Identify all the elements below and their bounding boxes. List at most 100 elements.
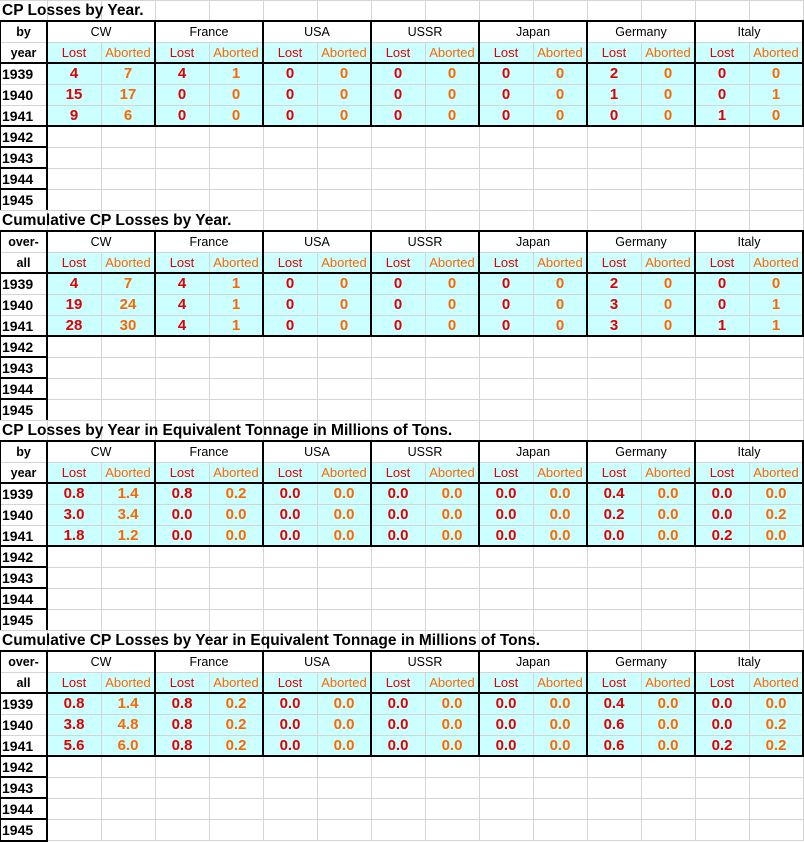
nation-separator bbox=[370, 232, 372, 336]
lost-header: Lost bbox=[47, 672, 101, 693]
nation-separator bbox=[586, 652, 588, 756]
gridline bbox=[155, 336, 156, 420]
year-label: 1944 bbox=[2, 800, 34, 817]
gridline bbox=[749, 126, 750, 210]
gridline bbox=[641, 210, 642, 231]
aborted-value: 6.0 bbox=[101, 735, 155, 756]
aborted-header: Aborted bbox=[425, 42, 479, 63]
lost-value: 0 bbox=[371, 84, 425, 105]
aborted-header: Aborted bbox=[641, 462, 695, 483]
year-border bbox=[0, 818, 48, 820]
lost-header: Lost bbox=[263, 672, 317, 693]
gridline bbox=[155, 420, 156, 441]
gridline bbox=[641, 126, 642, 210]
gridline bbox=[263, 546, 264, 630]
lost-header: Lost bbox=[155, 462, 209, 483]
aborted-value: 17 bbox=[101, 84, 155, 105]
aborted-header: Aborted bbox=[209, 42, 263, 63]
gridline bbox=[263, 756, 264, 840]
nation-separator bbox=[154, 652, 156, 756]
nation-header-usa: USA bbox=[304, 444, 330, 459]
year-label: 1944 bbox=[2, 590, 34, 607]
lost-value: 0.8 bbox=[47, 693, 101, 714]
aborted-value: 0 bbox=[317, 273, 371, 294]
corner-label-bottom: year bbox=[10, 45, 37, 60]
lost-value: 0 bbox=[695, 63, 749, 84]
corner-label-bottom: all bbox=[16, 675, 31, 690]
gridline bbox=[695, 630, 696, 651]
aborted-value: 30 bbox=[101, 315, 155, 336]
aborted-value: 0.0 bbox=[749, 483, 803, 504]
nation-header-cw: CW bbox=[90, 654, 112, 669]
gridline bbox=[479, 756, 480, 840]
nation-header-japan: Japan bbox=[515, 444, 551, 459]
year-border bbox=[0, 188, 48, 190]
lost-value: 0.0 bbox=[371, 735, 425, 756]
aborted-value: 0.0 bbox=[425, 714, 479, 735]
aborted-value: 0 bbox=[641, 63, 695, 84]
aborted-value: 0.0 bbox=[425, 483, 479, 504]
aborted-value: 7 bbox=[101, 63, 155, 84]
nation-header-italy: Italy bbox=[737, 24, 761, 39]
lost-value: 0 bbox=[263, 315, 317, 336]
aborted-value: 0.2 bbox=[749, 504, 803, 525]
nation-separator bbox=[370, 442, 372, 546]
gridline bbox=[155, 546, 156, 630]
aborted-value: 0 bbox=[317, 105, 371, 126]
gridline bbox=[371, 336, 372, 420]
nation-separator bbox=[154, 232, 156, 336]
aborted-value: 0 bbox=[533, 84, 587, 105]
gridline bbox=[155, 0, 156, 21]
lost-header: Lost bbox=[47, 252, 101, 273]
lost-value: 0.0 bbox=[371, 483, 425, 504]
aborted-value: 0.2 bbox=[749, 714, 803, 735]
year-border bbox=[0, 146, 48, 148]
nation-header-ussr: USSR bbox=[407, 234, 443, 249]
nation-separator bbox=[370, 22, 372, 126]
lost-value: 0 bbox=[263, 105, 317, 126]
cell-border bbox=[533, 672, 534, 756]
year-label: 1943 bbox=[2, 569, 34, 586]
gridline bbox=[0, 168, 804, 169]
lost-value: 0.6 bbox=[587, 714, 641, 735]
lost-value: 0.0 bbox=[263, 714, 317, 735]
gridline bbox=[263, 630, 264, 651]
lost-value: 3 bbox=[587, 294, 641, 315]
aborted-header: Aborted bbox=[317, 672, 371, 693]
year-border bbox=[0, 797, 48, 799]
aborted-value: 24 bbox=[101, 294, 155, 315]
year-label: 1945 bbox=[2, 191, 34, 208]
gridline bbox=[0, 798, 804, 799]
cell-border bbox=[641, 42, 642, 126]
year-border bbox=[0, 398, 48, 400]
aborted-value: 0.0 bbox=[425, 504, 479, 525]
year-label: 1940 bbox=[2, 296, 34, 313]
lost-header: Lost bbox=[695, 42, 749, 63]
aborted-value: 0 bbox=[641, 273, 695, 294]
year-label: 1943 bbox=[2, 149, 34, 166]
aborted-header: Aborted bbox=[101, 252, 155, 273]
gridline bbox=[587, 756, 588, 840]
lost-value: 0.4 bbox=[587, 483, 641, 504]
lost-header: Lost bbox=[479, 42, 533, 63]
gridline bbox=[425, 756, 426, 840]
table-title: CP Losses by Year in Equivalent Tonnage … bbox=[2, 422, 453, 439]
gridline bbox=[425, 546, 426, 630]
lost-value: 0.0 bbox=[371, 693, 425, 714]
gridline bbox=[209, 756, 210, 840]
gridline bbox=[371, 210, 372, 231]
cell-border bbox=[0, 105, 47, 106]
lost-header: Lost bbox=[479, 462, 533, 483]
cell-border bbox=[425, 462, 426, 546]
lost-value: 0.0 bbox=[695, 714, 749, 735]
nation-header-germany: Germany bbox=[615, 654, 667, 669]
aborted-value: 0.0 bbox=[641, 735, 695, 756]
aborted-value: 0 bbox=[425, 273, 479, 294]
lost-value: 0.0 bbox=[155, 504, 209, 525]
gridline bbox=[101, 420, 102, 441]
year-border bbox=[0, 356, 48, 358]
cell-border bbox=[0, 315, 47, 316]
nation-header-cw: CW bbox=[90, 234, 112, 249]
table-border bbox=[0, 230, 804, 232]
aborted-value: 0 bbox=[749, 273, 803, 294]
